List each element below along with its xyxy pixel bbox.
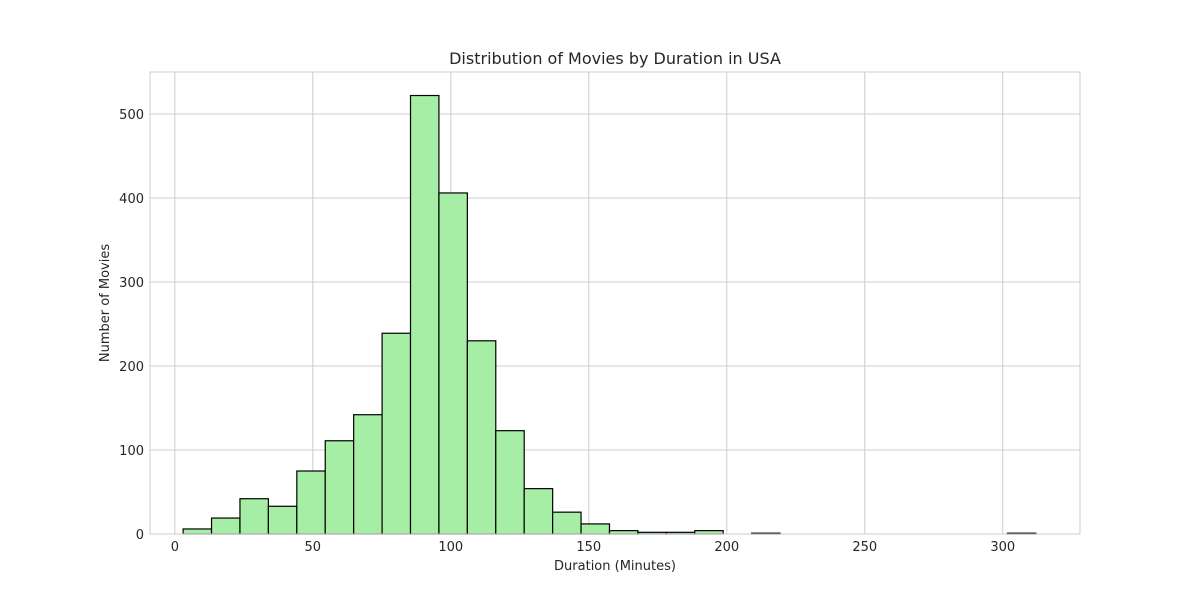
histogram-bar bbox=[381, 332, 412, 535]
y-tick-label: 100 bbox=[119, 444, 144, 459]
histogram-bar bbox=[296, 470, 326, 535]
y-tick-label: 0 bbox=[136, 528, 144, 543]
histogram-bar bbox=[353, 414, 383, 535]
y-axis-label: Number of Movies bbox=[98, 244, 113, 362]
chart-title: Distribution of Movies by Duration in US… bbox=[449, 49, 781, 68]
histogram-bars bbox=[182, 94, 1037, 535]
histogram-bar bbox=[552, 511, 582, 535]
x-axis-ticks: 0 50 100 150 200 250 300 bbox=[171, 540, 1015, 555]
y-tick-label: 300 bbox=[119, 276, 144, 291]
x-tick-label: 300 bbox=[990, 540, 1015, 555]
histogram-bar bbox=[239, 498, 269, 535]
histogram-bar bbox=[608, 530, 639, 535]
histogram-bar bbox=[580, 523, 611, 535]
x-tick-label: 0 bbox=[171, 540, 179, 555]
y-axis-ticks: 0 100 200 300 400 500 bbox=[119, 108, 144, 543]
histogram-bar bbox=[466, 340, 497, 535]
histogram-bar bbox=[495, 430, 525, 535]
y-tick-label: 400 bbox=[119, 192, 144, 207]
histogram-bar bbox=[409, 94, 440, 535]
histogram-bar bbox=[267, 505, 298, 535]
histogram-bar bbox=[523, 488, 554, 535]
x-tick-label: 250 bbox=[852, 540, 877, 555]
histogram-bar bbox=[182, 528, 213, 535]
histogram-bar bbox=[324, 440, 355, 535]
histogram-bar bbox=[210, 517, 241, 535]
x-tick-label: 150 bbox=[576, 540, 601, 555]
plot-frame bbox=[149, 71, 1081, 535]
x-axis-label: Duration (Minutes) bbox=[554, 559, 676, 574]
y-tick-label: 500 bbox=[119, 108, 144, 123]
gridlines bbox=[150, 72, 1080, 535]
histogram-bar bbox=[694, 530, 724, 535]
x-tick-label: 100 bbox=[438, 540, 463, 555]
x-tick-label: 50 bbox=[305, 540, 322, 555]
y-tick-label: 200 bbox=[119, 360, 144, 375]
histogram-bar bbox=[438, 192, 468, 535]
x-tick-label: 200 bbox=[714, 540, 739, 555]
